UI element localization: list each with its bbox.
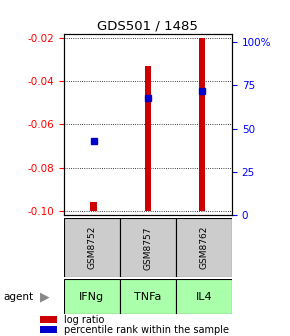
Bar — [120, 218, 176, 277]
Text: GSM8762: GSM8762 — [200, 226, 209, 269]
Bar — [120, 279, 176, 314]
Bar — [176, 279, 232, 314]
Text: log ratio: log ratio — [64, 315, 105, 325]
Bar — [64, 218, 120, 277]
Bar — [64, 279, 120, 314]
Text: percentile rank within the sample: percentile rank within the sample — [64, 325, 229, 335]
Text: ▶: ▶ — [40, 291, 50, 304]
Bar — [176, 218, 232, 277]
Text: IFNg: IFNg — [79, 292, 104, 301]
Text: GSM8752: GSM8752 — [87, 226, 96, 269]
Bar — [145, 66, 151, 211]
Text: GSM8757: GSM8757 — [143, 226, 153, 269]
Bar — [90, 202, 97, 211]
Text: agent: agent — [3, 292, 33, 302]
Text: TNFa: TNFa — [134, 292, 162, 301]
Text: IL4: IL4 — [196, 292, 212, 301]
Bar — [40, 316, 57, 323]
Title: GDS501 / 1485: GDS501 / 1485 — [97, 19, 198, 33]
Bar — [199, 38, 205, 211]
Bar — [40, 326, 57, 333]
